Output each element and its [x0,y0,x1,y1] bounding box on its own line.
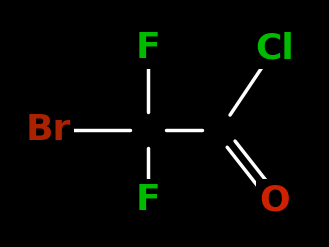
Text: O: O [260,183,291,217]
Text: Cl: Cl [256,31,294,65]
Text: Br: Br [25,113,71,147]
Text: F: F [136,31,160,65]
Text: F: F [136,183,160,217]
